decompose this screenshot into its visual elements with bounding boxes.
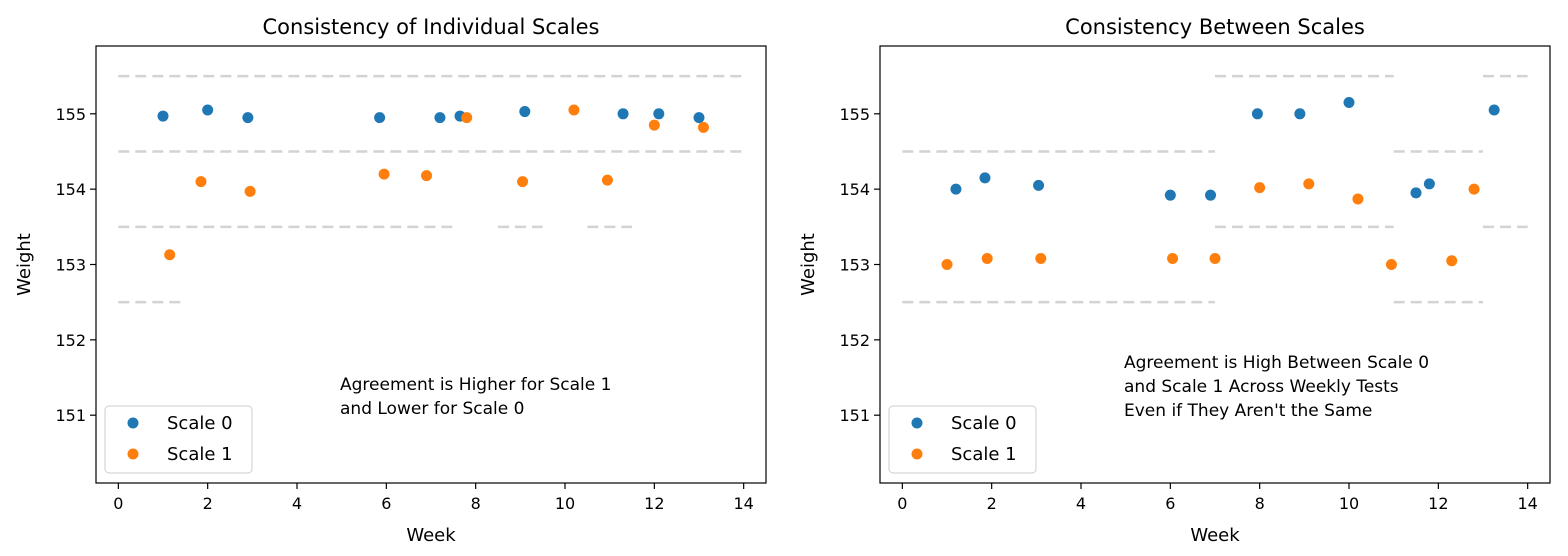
chart-panel-1: Consistency Between Scales 0 2 4 6 8 10 12 14 151… bbox=[798, 15, 1551, 546]
x-axis-label: Week bbox=[1190, 525, 1240, 546]
scatter-point-scale-1 bbox=[378, 168, 390, 180]
legend-marker-scale-1 bbox=[127, 448, 139, 460]
scatter-point-scale-0 bbox=[242, 112, 254, 124]
scatter-point-scale-0 bbox=[693, 112, 705, 124]
scatter-point-scale-0 bbox=[1205, 189, 1217, 201]
scatter-point-scale-1 bbox=[1352, 193, 1364, 205]
chart-title: Consistency Between Scales bbox=[1065, 15, 1365, 39]
scatter-point-scale-0 bbox=[1488, 104, 1500, 116]
x-tick-label: 6 bbox=[381, 494, 391, 513]
scatter-point-scale-1 bbox=[568, 104, 580, 116]
x-tick-label: 4 bbox=[1076, 494, 1086, 513]
scatter-point-scale-1 bbox=[1167, 252, 1179, 264]
scatter-point-scale-1 bbox=[697, 121, 709, 133]
scatter-point-scale-1 bbox=[1446, 255, 1458, 267]
legend-label: Scale 1 bbox=[167, 444, 233, 465]
x-tick-label: 0 bbox=[113, 494, 123, 513]
y-tick-label: 153 bbox=[839, 256, 870, 275]
x-tick-label: 0 bbox=[897, 494, 907, 513]
legend-label: Scale 1 bbox=[951, 444, 1017, 465]
annotation-line: and Lower for Scale 0 bbox=[340, 399, 524, 419]
scatter-point-scale-1 bbox=[461, 112, 473, 124]
scatter-point-scale-0 bbox=[617, 108, 629, 120]
x-tick-label: 12 bbox=[644, 494, 664, 513]
legend-marker-scale-0 bbox=[911, 417, 923, 429]
scatter-point-scale-0 bbox=[1343, 97, 1355, 109]
x-tick-label: 8 bbox=[471, 494, 481, 513]
x-tick-label: 12 bbox=[1428, 494, 1448, 513]
scatter-point-scale-0 bbox=[1410, 187, 1422, 199]
legend-label: Scale 0 bbox=[951, 413, 1017, 434]
legend-marker-scale-1 bbox=[911, 448, 923, 460]
scatter-point-scale-0 bbox=[653, 108, 665, 120]
annotation-line: Agreement is Higher for Scale 1 bbox=[340, 375, 611, 395]
scatter-point-scale-0 bbox=[1251, 108, 1263, 120]
y-tick-label: 152 bbox=[839, 331, 870, 350]
annotation-line: Agreement is High Between Scale 0 bbox=[1124, 353, 1429, 373]
y-axis-label: Weight bbox=[14, 233, 35, 296]
x-tick-label: 10 bbox=[555, 494, 575, 513]
scatter-point-scale-1 bbox=[648, 119, 660, 131]
scatter-point-scale-1 bbox=[1035, 252, 1047, 264]
y-tick-label: 154 bbox=[839, 180, 870, 199]
scatter-point-scale-1 bbox=[981, 252, 993, 264]
scatter-point-scale-0 bbox=[1423, 178, 1435, 190]
scatter-point-scale-1 bbox=[244, 185, 256, 197]
legend-box bbox=[888, 405, 1037, 474]
legend: Scale 0 Scale 1 bbox=[104, 405, 253, 474]
x-tick-label: 2 bbox=[203, 494, 213, 513]
annotation-line: and Scale 1 Across Weekly Tests bbox=[1124, 377, 1399, 397]
scatter-point-scale-0 bbox=[1164, 189, 1176, 201]
chart-title: Consistency of Individual Scales bbox=[263, 15, 600, 39]
y-tick-label: 155 bbox=[55, 105, 86, 124]
scatter-point-scale-0 bbox=[519, 106, 531, 118]
legend-label: Scale 0 bbox=[167, 413, 233, 434]
x-tick-label: 4 bbox=[292, 494, 302, 513]
scatter-point-scale-0 bbox=[157, 110, 169, 122]
x-tick-label: 8 bbox=[1255, 494, 1265, 513]
legend: Scale 0 Scale 1 bbox=[888, 405, 1037, 474]
scatter-point-scale-1 bbox=[517, 176, 529, 188]
scatter-point-scale-1 bbox=[1468, 183, 1480, 195]
scatter-point-scale-1 bbox=[195, 176, 207, 188]
legend-marker-scale-0 bbox=[127, 417, 139, 429]
y-tick-label: 153 bbox=[55, 256, 86, 275]
scatter-point-scale-1 bbox=[1385, 259, 1397, 270]
x-tick-label: 14 bbox=[1517, 494, 1537, 513]
scatter-point-scale-1 bbox=[1209, 252, 1221, 264]
y-tick-label: 155 bbox=[839, 105, 870, 124]
scatter-point-scale-0 bbox=[202, 104, 214, 116]
scatter-point-scale-0 bbox=[1294, 108, 1306, 120]
y-tick-label: 151 bbox=[839, 406, 870, 425]
x-tick-label: 14 bbox=[733, 494, 753, 513]
scatter-point-scale-0 bbox=[374, 112, 386, 124]
x-tick-label: 2 bbox=[987, 494, 997, 513]
y-tick-label: 154 bbox=[55, 180, 86, 199]
scatter-point-scale-0 bbox=[979, 172, 991, 184]
chart-panel-0: Consistency of Individual Scales 0 2 4 6 8 10 1… bbox=[14, 15, 767, 546]
legend-box bbox=[104, 405, 253, 474]
scatter-point-scale-1 bbox=[421, 170, 433, 182]
y-tick-label: 151 bbox=[55, 406, 86, 425]
scatter-point-scale-1 bbox=[941, 259, 953, 270]
y-tick-label: 152 bbox=[55, 331, 86, 350]
scatter-point-scale-0 bbox=[950, 183, 962, 195]
x-tick-label: 10 bbox=[1339, 494, 1359, 513]
x-axis-label: Week bbox=[406, 525, 456, 546]
scatter-point-scale-1 bbox=[1303, 178, 1315, 190]
y-axis-label: Weight bbox=[798, 233, 819, 296]
scatter-point-scale-1 bbox=[164, 249, 176, 261]
scatter-point-scale-0 bbox=[434, 112, 446, 124]
scatter-point-scale-1 bbox=[601, 174, 613, 186]
annotation-line: Even if They Aren't the Same bbox=[1124, 401, 1372, 421]
scatter-point-scale-1 bbox=[1254, 182, 1266, 194]
scatter-point-scale-0 bbox=[1033, 179, 1045, 191]
x-tick-label: 6 bbox=[1165, 494, 1175, 513]
